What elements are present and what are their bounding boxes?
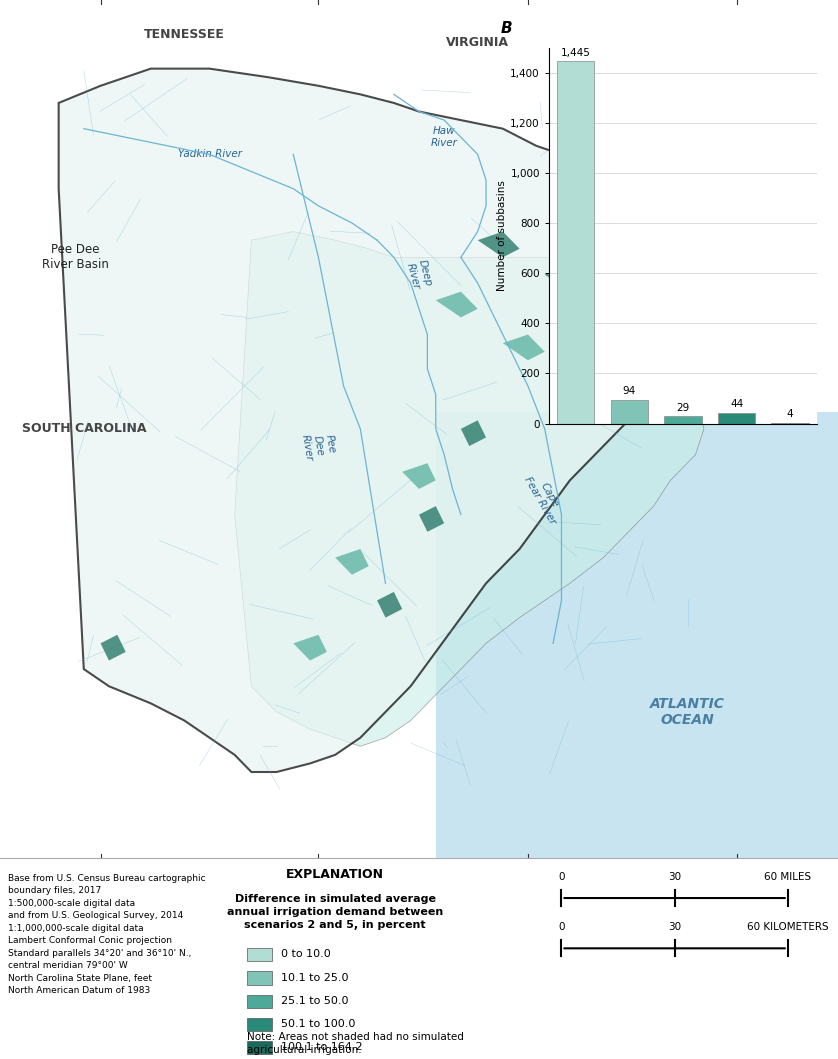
Polygon shape [402,463,436,489]
Polygon shape [419,506,444,532]
Text: Deep
River: Deep River [405,258,433,290]
Text: Difference in simulated average
annual irrigation demand between
scenarios 2 and: Difference in simulated average annual i… [227,894,443,931]
Polygon shape [561,377,603,403]
Text: B: B [500,21,512,36]
Text: 25.1 to 50.0: 25.1 to 50.0 [281,995,349,1006]
Polygon shape [377,592,402,617]
Text: Cape
Fear River: Cape Fear River [522,469,567,526]
Text: 100.1 to 164.2: 100.1 to 164.2 [281,1042,362,1052]
Text: 10.1 to 25.0: 10.1 to 25.0 [281,972,349,983]
Polygon shape [59,69,696,772]
Polygon shape [293,634,327,661]
Polygon shape [101,634,126,661]
FancyBboxPatch shape [247,994,272,1008]
FancyBboxPatch shape [247,1018,272,1030]
Text: 44: 44 [730,399,743,409]
Text: 0: 0 [558,872,565,882]
Text: Haw
River: Haw River [431,126,458,148]
Text: 50.1 to 100.0: 50.1 to 100.0 [281,1019,355,1028]
Text: 1,445: 1,445 [561,48,591,57]
Y-axis label: Number of subbasins: Number of subbasins [498,180,508,291]
Bar [611,400,648,424]
Polygon shape [503,335,545,360]
FancyBboxPatch shape [247,1041,272,1054]
Polygon shape [545,266,587,291]
Text: ATLANTIC
OCEAN: ATLANTIC OCEAN [649,697,725,728]
Text: Pee
Dee
River: Pee Dee River [300,430,337,462]
Text: 60 MILES: 60 MILES [764,872,811,882]
Text: TENNESSEE: TENNESSEE [144,28,225,41]
Text: Base from U.S. Census Bureau cartographic
boundary files, 2017
1:500,000-scale d: Base from U.S. Census Bureau cartographi… [8,874,206,995]
Text: Note: Areas not shaded had no simulated
agricultural irrigation.: Note: Areas not shaded had no simulated … [247,1031,464,1055]
Text: 60 KILOMETERS: 60 KILOMETERS [747,922,829,932]
Polygon shape [478,232,520,257]
Polygon shape [461,420,486,446]
Text: 0 to 10.0: 0 to 10.0 [281,949,330,959]
Text: 4: 4 [787,409,794,419]
Polygon shape [603,335,628,360]
Text: SOUTH CAROLINA: SOUTH CAROLINA [22,423,146,435]
Polygon shape [235,232,704,747]
Text: NORTH CAROLINA: NORTH CAROLINA [549,337,675,349]
Polygon shape [436,291,478,318]
Text: 30: 30 [668,872,681,882]
Bar [718,413,755,424]
Polygon shape [335,549,369,575]
Bar [665,416,701,424]
Text: EXPLANATION: EXPLANATION [287,868,384,881]
Text: 94: 94 [623,387,636,396]
Text: Cape Fear
River Basin: Cape Fear River Basin [737,372,804,400]
FancyBboxPatch shape [247,971,272,985]
FancyBboxPatch shape [436,412,838,858]
Text: 30: 30 [668,922,681,932]
FancyBboxPatch shape [247,949,272,962]
Polygon shape [461,412,838,858]
Text: Pee Dee
River Basin: Pee Dee River Basin [42,244,109,271]
Text: Yadkin River: Yadkin River [178,149,241,160]
Bar [557,61,594,424]
Text: 29: 29 [676,402,690,413]
Text: VIRGINIA: VIRGINIA [446,36,510,50]
Text: 0: 0 [558,922,565,932]
